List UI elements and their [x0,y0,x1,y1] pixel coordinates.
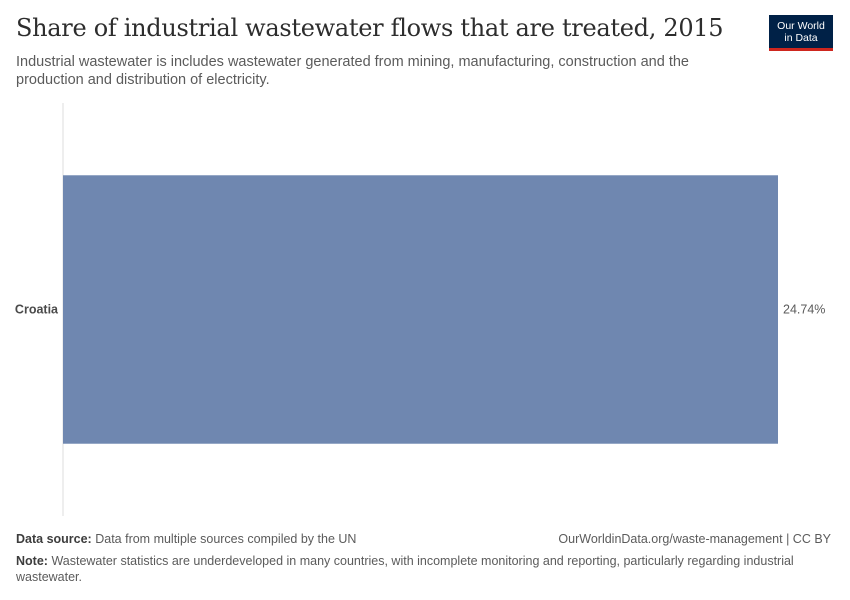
chart-title: Share of industrial wastewater flows tha… [16,14,724,42]
chart-subtitle: Industrial wastewater is includes wastew… [16,54,689,88]
logo-line-1: Our World [777,20,825,32]
logo-line-2: in Data [784,32,818,44]
value-label: 24.74% [783,303,825,317]
note-label: Note: [16,554,48,568]
data-source: Data source: Data from multiple sources … [16,532,356,546]
footnote: Note: Wastewater statistics are underdev… [16,553,836,585]
bar-chart: Croatia 24.74% [15,103,825,516]
bars-layer: Croatia 24.74% [15,175,825,444]
bar-croatia[interactable] [63,175,778,444]
owid-logo[interactable]: Our World in Data [769,15,833,51]
note-text: Wastewater statistics are underdeveloped… [16,554,794,584]
source-url[interactable]: OurWorldinData.org/waste-management | CC… [558,532,831,546]
data-source-label: Data source: [16,532,92,546]
data-source-text[interactable]: Data from multiple sources compiled by t… [95,532,357,546]
category-label: Croatia [15,303,59,317]
